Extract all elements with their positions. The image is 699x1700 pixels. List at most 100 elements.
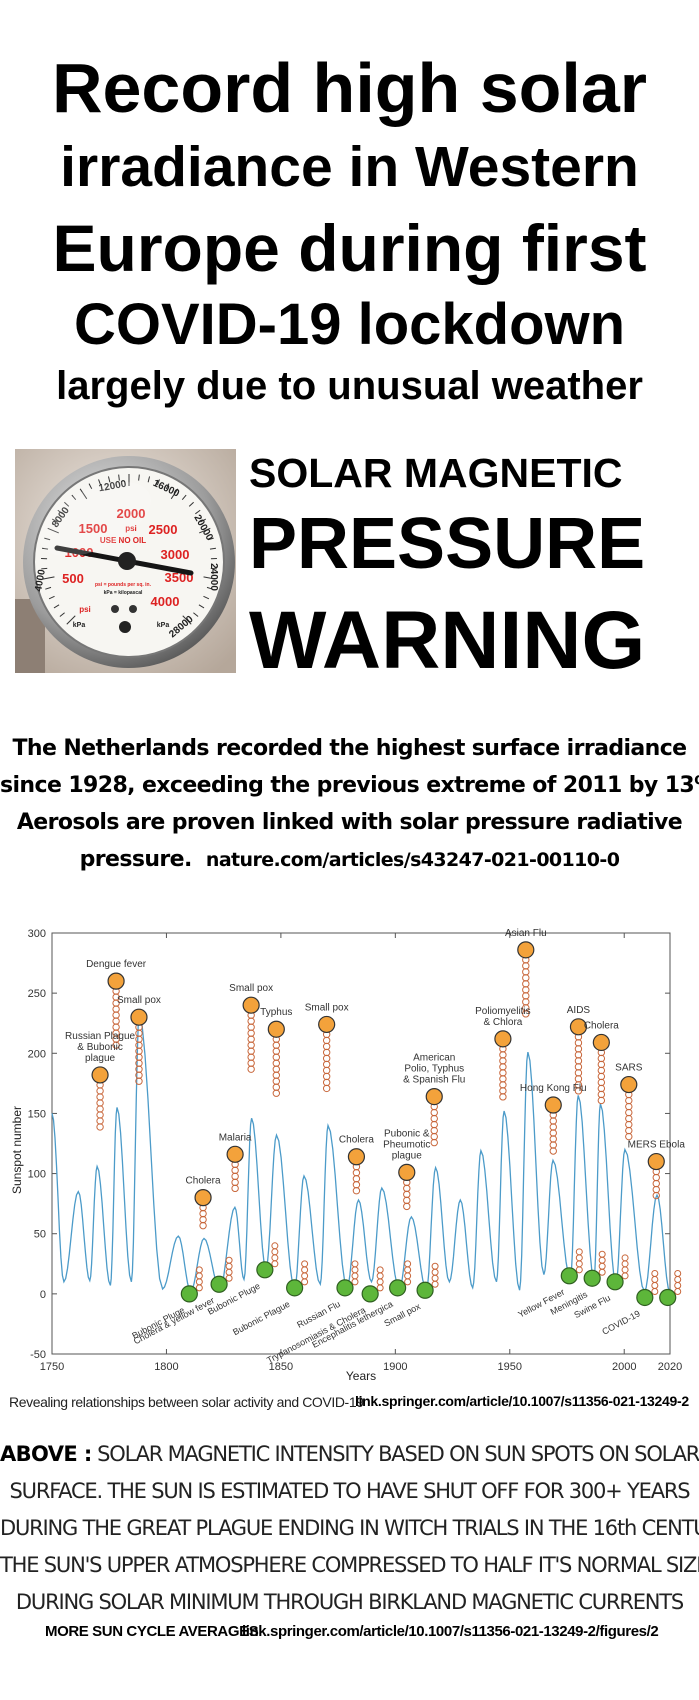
gauge-tick (188, 501, 194, 507)
minimum-ring (301, 1272, 309, 1280)
gauge-tick (64, 501, 70, 507)
pressure-gauge-photo: 1500 2000 2500 1000 3000 500 3500 4000 4… (15, 449, 236, 673)
minimum-ring (598, 1250, 606, 1258)
minimum-marker (606, 1273, 624, 1291)
peak-ring (272, 1089, 281, 1097)
peak-ring (625, 1132, 633, 1141)
peak-ring (322, 1042, 331, 1051)
minimum-ring (351, 1278, 359, 1286)
minimum-ring (431, 1280, 439, 1288)
headline-line-5: largely due to unusual weather (56, 364, 643, 408)
gauge-label: psi (125, 524, 137, 533)
peak-marker (318, 1015, 336, 1034)
gauge-tick (199, 527, 211, 534)
peak-ring (96, 1093, 104, 1101)
gauge-tick (206, 586, 213, 590)
peak-ring (247, 1035, 255, 1043)
peak-ring (247, 1017, 255, 1025)
above-lead: ABOVE : (0, 1442, 92, 1466)
minimum-ring (404, 1272, 412, 1280)
peak-ring (403, 1184, 411, 1193)
peak-ring (549, 1123, 557, 1131)
minimum-ring (674, 1269, 682, 1277)
peak-ring (522, 968, 530, 976)
minimum-ring (674, 1281, 682, 1289)
warning-line-3: WARNING (249, 595, 646, 686)
peak-label: & Bubonic (77, 1042, 123, 1053)
gauge-tick (47, 527, 59, 534)
peak-ring (549, 1129, 557, 1137)
peak-ring (574, 1075, 583, 1083)
peak-ring (199, 1215, 207, 1224)
peak-ring (352, 1175, 361, 1183)
peak-ring (522, 974, 530, 982)
minimum-ring (621, 1260, 629, 1268)
sunspot-chart: 300 250 200 150 100 50 0 -50 1750 1800 1850 1900 19… (10, 928, 685, 1380)
peak-label: SARS (615, 1063, 643, 1074)
peak-ring (272, 1041, 281, 1049)
peak-ring (549, 1117, 557, 1125)
peak-label: Hong Kong Flu (520, 1083, 587, 1094)
minimum-ring (271, 1254, 279, 1262)
y-tick-label: 100 (28, 1169, 46, 1181)
headline-line-4: COVID-19 lockdown (73, 292, 626, 357)
minimum-ring (225, 1274, 233, 1282)
peak-marker (194, 1189, 212, 1207)
gauge-label: 24000 (208, 563, 219, 591)
peak-ring (522, 986, 530, 994)
gauge-tick (48, 595, 55, 600)
gauge-label: 3000 (161, 547, 190, 562)
paragraph-line: pressure. (79, 847, 193, 872)
peak-label: Cholera (584, 1020, 619, 1031)
gauge-tick (138, 474, 140, 481)
x-axis-label: Years (346, 1369, 376, 1380)
peak-ring (112, 1017, 120, 1025)
peak-marker (130, 1008, 148, 1026)
peak-ring (574, 1069, 583, 1077)
minimum-ring (404, 1266, 412, 1274)
more-sun-cycle-label: MORE SUN CYCLE AVERAGES (45, 1623, 259, 1640)
peak-ring (247, 1053, 255, 1061)
gauge-tick (170, 488, 179, 500)
above-line: SURFACE. THE SUN IS ESTIMATED TO HAVE SH… (9, 1479, 691, 1503)
peak-ring (597, 1066, 606, 1075)
springer-article-link[interactable]: link.springer.com/article/10.1007/s11356… (355, 1393, 689, 1409)
peak-ring (430, 1108, 438, 1117)
minimum-ring (621, 1266, 629, 1274)
minimum-ring (621, 1254, 629, 1262)
gauge-tick (57, 509, 63, 515)
peak-ring (272, 1083, 281, 1091)
peak-label: plague (85, 1053, 115, 1064)
peak-ring (597, 1096, 606, 1105)
gauge-tick (98, 479, 102, 486)
gauge-label: 2500 (149, 522, 178, 537)
nature-article-link[interactable]: nature.com/articles/s43247-021-00110-0 (205, 849, 620, 871)
gauge-label: psi = pounds per sq. in. (95, 582, 152, 588)
peak-ring (352, 1169, 361, 1177)
gauge-tick (71, 494, 77, 500)
peak-ring (499, 1057, 507, 1065)
peak-marker (242, 996, 260, 1014)
minimum-ring (376, 1284, 384, 1292)
peak-marker (592, 1033, 610, 1052)
minimum-ring (195, 1284, 203, 1292)
minimum-ring (598, 1268, 606, 1276)
minimum-ring (271, 1260, 279, 1268)
peak-ring (597, 1078, 606, 1087)
peak-marker (91, 1066, 109, 1084)
gauge-label: kPa = kilopascal (104, 590, 143, 596)
springer-figures-link[interactable]: link.springer.com/article/10.1007/s11356… (242, 1623, 659, 1640)
y-tick-label: 50 (34, 1229, 46, 1241)
peak-ring (96, 1099, 104, 1107)
headline-line-1: Record high solar (51, 49, 648, 127)
minimum-ring (225, 1268, 233, 1276)
x-tick-label: 1900 (383, 1361, 407, 1373)
peak-ring (247, 1047, 255, 1055)
gauge-label: 12000 (98, 479, 128, 495)
peak-ring (199, 1209, 207, 1218)
peak-ring (96, 1105, 104, 1113)
gauge-tick (88, 483, 93, 490)
peak-label: plague (392, 1150, 422, 1161)
gauge-tick (182, 615, 192, 625)
peak-ring (135, 1077, 143, 1085)
